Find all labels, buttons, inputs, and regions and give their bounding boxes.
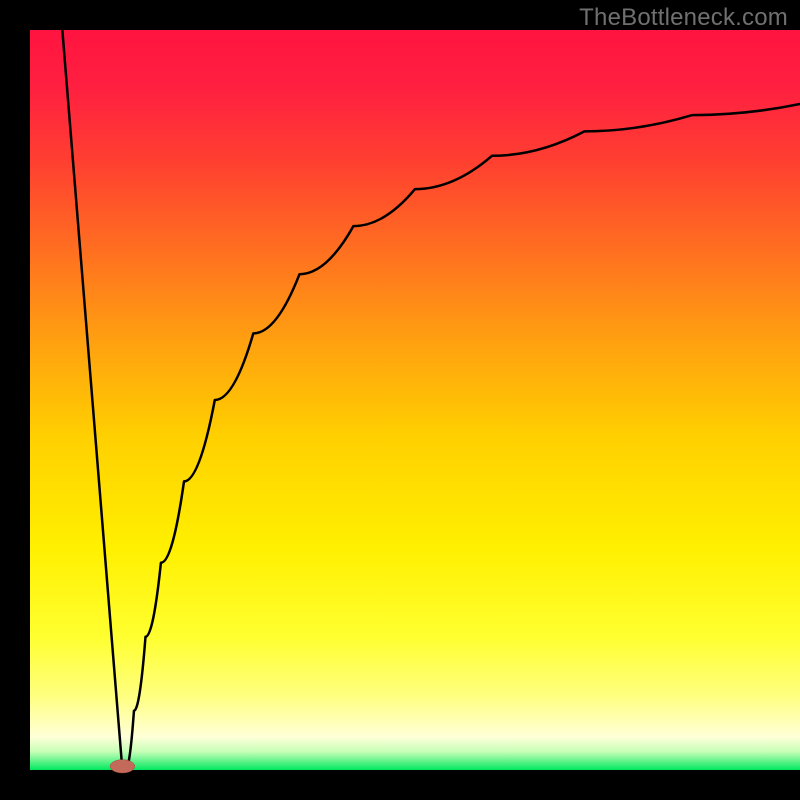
optimal-point-marker (110, 760, 135, 773)
watermark-text: TheBottleneck.com (579, 4, 788, 32)
chart-plot-area (30, 30, 800, 770)
